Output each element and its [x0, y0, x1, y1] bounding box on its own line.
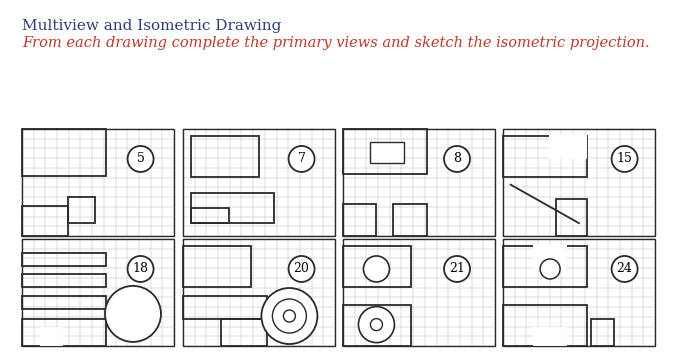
Bar: [183, 129, 335, 236]
Bar: [370, 142, 404, 163]
Circle shape: [444, 146, 470, 172]
Bar: [533, 245, 567, 269]
Bar: [370, 142, 404, 163]
Circle shape: [611, 146, 638, 172]
Bar: [22, 319, 106, 346]
Bar: [183, 246, 251, 287]
Text: 21: 21: [449, 262, 465, 275]
Text: 8: 8: [453, 153, 461, 165]
Circle shape: [540, 259, 560, 279]
Circle shape: [288, 146, 315, 172]
Bar: [221, 319, 267, 346]
Bar: [503, 306, 586, 346]
Text: 7: 7: [298, 153, 305, 165]
Text: 15: 15: [617, 153, 632, 165]
Bar: [22, 206, 67, 236]
Bar: [503, 239, 655, 346]
Bar: [533, 327, 567, 346]
Bar: [343, 204, 377, 236]
Bar: [503, 246, 586, 287]
Bar: [191, 137, 259, 177]
Circle shape: [283, 310, 295, 322]
Circle shape: [127, 256, 154, 282]
Circle shape: [288, 256, 315, 282]
Circle shape: [272, 299, 307, 333]
Bar: [343, 129, 495, 236]
Bar: [183, 239, 335, 346]
Bar: [503, 129, 655, 236]
Circle shape: [105, 286, 161, 342]
Bar: [22, 274, 106, 287]
Circle shape: [611, 256, 638, 282]
Bar: [191, 193, 274, 223]
Text: 20: 20: [294, 262, 309, 275]
Text: 24: 24: [617, 262, 632, 275]
Text: 18: 18: [133, 262, 148, 275]
Text: 5: 5: [137, 153, 144, 165]
Bar: [343, 306, 411, 346]
Bar: [22, 296, 106, 309]
Bar: [343, 239, 495, 346]
Bar: [549, 136, 586, 159]
Bar: [343, 129, 427, 174]
Circle shape: [127, 146, 154, 172]
Bar: [343, 246, 411, 287]
Bar: [22, 239, 174, 346]
Circle shape: [359, 307, 394, 343]
Bar: [183, 296, 267, 319]
Circle shape: [262, 288, 317, 344]
Text: Multiview and Isometric Drawing: Multiview and Isometric Drawing: [22, 19, 281, 33]
Bar: [191, 208, 228, 223]
Circle shape: [444, 256, 470, 282]
Bar: [67, 198, 95, 223]
Bar: [503, 137, 586, 177]
Bar: [22, 253, 106, 266]
Bar: [393, 204, 427, 236]
Bar: [22, 129, 174, 236]
Bar: [556, 199, 586, 236]
Circle shape: [371, 319, 382, 331]
Bar: [591, 319, 614, 346]
Text: From each drawing complete the primary views and sketch the isometric projection: From each drawing complete the primary v…: [22, 36, 650, 50]
Bar: [40, 327, 63, 346]
Bar: [22, 129, 106, 176]
Circle shape: [363, 256, 390, 282]
